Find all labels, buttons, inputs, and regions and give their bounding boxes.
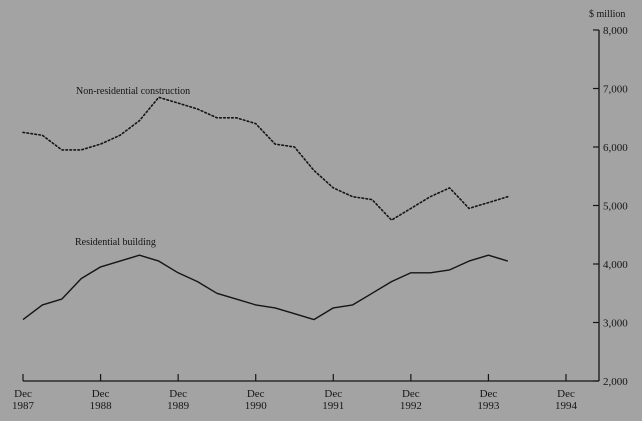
x-tick-label: Dec 1994	[555, 388, 578, 412]
x-tick-label: Dec 1988	[90, 388, 113, 412]
y-tick-label: 5,000	[603, 201, 628, 213]
series-line-non-residential	[22, 96, 509, 221]
x-tick-label: Dec 1991	[322, 388, 344, 412]
series-label: Non-residential construction	[76, 86, 190, 97]
x-tick-label: Dec 1990	[245, 388, 268, 412]
series-label: Residential building	[75, 237, 156, 248]
y-unit-label: $ million	[589, 9, 625, 20]
x-tick-label: Dec 1989	[167, 388, 190, 412]
series-line-residential	[22, 254, 509, 321]
y-tick-label: 2,000	[603, 376, 628, 388]
y-tick-label: 7,000	[603, 84, 628, 96]
x-tick-label: Dec 1993	[477, 388, 500, 412]
x-tick-label: Dec 1992	[400, 388, 422, 412]
y-tick-label: 4,000	[603, 259, 628, 271]
y-tick-label: 3,000	[603, 318, 628, 330]
y-tick-label: 6,000	[603, 142, 628, 154]
x-tick-label: Dec 1987	[12, 388, 35, 412]
y-tick-label: 8,000	[603, 25, 628, 37]
